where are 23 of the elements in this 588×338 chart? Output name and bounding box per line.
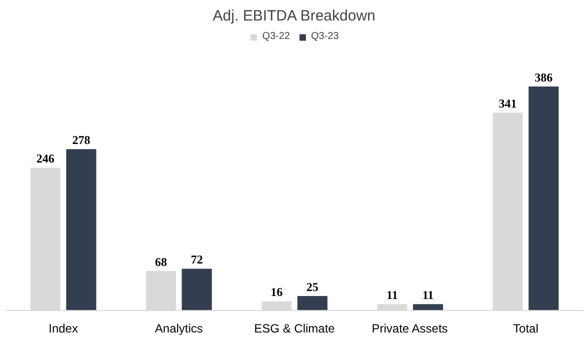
data-label: 341 [498,96,517,111]
chart-title: Adj. EBITDA Breakdown [212,8,376,24]
data-label: 11 [386,288,398,302]
data-label: 16 [270,285,283,300]
bar [182,268,212,310]
x-tick-label: Analytics [154,322,203,336]
bar [297,296,328,310]
data-label: 25 [306,280,318,294]
bar [66,149,96,310]
x-tick-label: Private Assets [372,322,448,336]
bar [528,86,559,310]
legend-label: Q3-22 [262,31,290,42]
x-tick-label: ESG & Climate [254,322,336,336]
data-label: 246 [36,152,54,166]
legend-label: Q3-23 [311,31,339,42]
x-tick-label: Total [513,322,538,336]
data-label: 386 [534,70,553,84]
data-label: 278 [72,133,90,148]
data-label: 68 [154,255,167,270]
data-label: 72 [190,252,203,267]
data-label: 11 [422,288,434,302]
bar [412,304,444,310]
x-tick-label: Index [48,322,78,336]
